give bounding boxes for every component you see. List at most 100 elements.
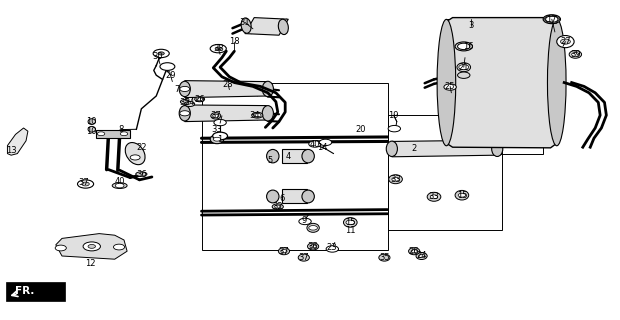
Circle shape bbox=[326, 246, 339, 252]
Circle shape bbox=[120, 132, 128, 136]
Polygon shape bbox=[282, 149, 307, 163]
Ellipse shape bbox=[272, 204, 283, 210]
Ellipse shape bbox=[386, 141, 397, 156]
Circle shape bbox=[281, 250, 287, 253]
Text: 2: 2 bbox=[412, 144, 417, 153]
Ellipse shape bbox=[241, 18, 251, 33]
Polygon shape bbox=[392, 140, 496, 157]
Circle shape bbox=[418, 254, 425, 258]
Ellipse shape bbox=[136, 172, 147, 176]
Circle shape bbox=[254, 113, 261, 117]
Circle shape bbox=[346, 220, 355, 225]
Circle shape bbox=[210, 44, 226, 53]
Text: 19: 19 bbox=[389, 111, 399, 120]
Circle shape bbox=[213, 137, 221, 141]
Circle shape bbox=[309, 141, 321, 147]
Ellipse shape bbox=[88, 126, 95, 132]
Ellipse shape bbox=[437, 19, 456, 146]
Ellipse shape bbox=[427, 192, 441, 201]
Polygon shape bbox=[185, 105, 267, 122]
Text: 27: 27 bbox=[560, 37, 571, 46]
Circle shape bbox=[459, 65, 469, 70]
Text: 25: 25 bbox=[445, 82, 455, 91]
Text: 18: 18 bbox=[229, 37, 240, 46]
Circle shape bbox=[388, 125, 401, 132]
Circle shape bbox=[572, 52, 579, 56]
Circle shape bbox=[55, 245, 66, 251]
Text: 26: 26 bbox=[194, 95, 205, 104]
Circle shape bbox=[430, 195, 438, 199]
Text: 34: 34 bbox=[249, 111, 260, 120]
Text: 39: 39 bbox=[570, 50, 581, 59]
Ellipse shape bbox=[210, 135, 224, 144]
Circle shape bbox=[83, 242, 100, 251]
Text: 3: 3 bbox=[469, 21, 474, 30]
Ellipse shape bbox=[278, 19, 288, 35]
Circle shape bbox=[275, 205, 281, 208]
Ellipse shape bbox=[557, 36, 574, 48]
Ellipse shape bbox=[547, 19, 566, 146]
Text: 33: 33 bbox=[428, 192, 440, 201]
Ellipse shape bbox=[455, 42, 472, 51]
Circle shape bbox=[214, 119, 226, 126]
Ellipse shape bbox=[185, 101, 195, 107]
Text: 10: 10 bbox=[87, 117, 97, 126]
Text: 31: 31 bbox=[239, 18, 250, 27]
Circle shape bbox=[215, 47, 221, 50]
Bar bbox=[388, 115, 502, 230]
Circle shape bbox=[97, 132, 105, 136]
Circle shape bbox=[444, 84, 456, 90]
Text: 37: 37 bbox=[298, 253, 309, 262]
Circle shape bbox=[310, 245, 316, 248]
Circle shape bbox=[411, 250, 417, 253]
Ellipse shape bbox=[252, 112, 263, 118]
Ellipse shape bbox=[262, 106, 273, 121]
Polygon shape bbox=[445, 18, 558, 148]
Text: 11: 11 bbox=[345, 226, 355, 235]
Bar bbox=[202, 83, 388, 250]
Polygon shape bbox=[7, 128, 28, 155]
Text: 24: 24 bbox=[185, 98, 195, 107]
Circle shape bbox=[458, 193, 466, 197]
Text: 16: 16 bbox=[463, 42, 474, 51]
Text: 1: 1 bbox=[218, 135, 223, 144]
Text: 13: 13 bbox=[6, 146, 17, 155]
Polygon shape bbox=[245, 18, 288, 35]
Ellipse shape bbox=[211, 113, 221, 119]
Ellipse shape bbox=[179, 81, 190, 97]
Ellipse shape bbox=[379, 254, 390, 261]
Ellipse shape bbox=[569, 51, 582, 58]
Text: 7: 7 bbox=[174, 85, 179, 94]
Ellipse shape bbox=[343, 218, 357, 227]
Text: 24: 24 bbox=[417, 252, 427, 260]
Circle shape bbox=[115, 183, 124, 188]
Text: 14: 14 bbox=[317, 143, 327, 152]
Circle shape bbox=[213, 132, 228, 140]
Ellipse shape bbox=[416, 252, 427, 260]
Text: 10: 10 bbox=[87, 127, 97, 136]
Ellipse shape bbox=[543, 15, 560, 24]
Text: 38: 38 bbox=[213, 44, 224, 53]
Text: 22: 22 bbox=[136, 143, 146, 152]
Text: 30: 30 bbox=[153, 52, 164, 61]
Ellipse shape bbox=[125, 142, 145, 165]
Circle shape bbox=[560, 39, 570, 44]
Circle shape bbox=[458, 43, 470, 50]
Text: 35: 35 bbox=[179, 98, 190, 107]
Ellipse shape bbox=[262, 81, 273, 97]
Text: 6: 6 bbox=[280, 194, 285, 203]
Text: 33: 33 bbox=[390, 175, 401, 184]
Text: 17: 17 bbox=[546, 15, 557, 24]
Ellipse shape bbox=[298, 254, 309, 261]
Text: 33: 33 bbox=[211, 125, 223, 134]
Text: FR.: FR. bbox=[15, 286, 34, 296]
Ellipse shape bbox=[195, 97, 205, 102]
Circle shape bbox=[197, 98, 203, 101]
Circle shape bbox=[213, 114, 219, 117]
Circle shape bbox=[78, 180, 94, 188]
Text: 20: 20 bbox=[356, 125, 366, 134]
Text: 37: 37 bbox=[78, 178, 89, 187]
Circle shape bbox=[113, 244, 125, 250]
Ellipse shape bbox=[267, 190, 279, 203]
Text: 28: 28 bbox=[223, 80, 234, 89]
